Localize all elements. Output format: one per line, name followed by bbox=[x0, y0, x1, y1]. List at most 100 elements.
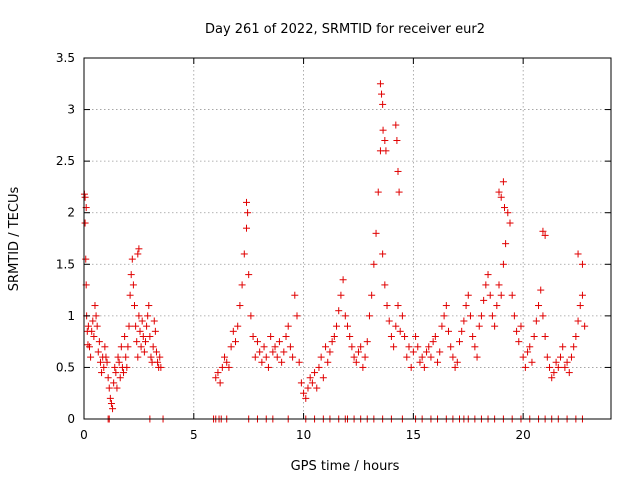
data-point bbox=[508, 291, 516, 299]
data-point bbox=[438, 322, 446, 330]
data-point bbox=[141, 338, 149, 346]
data-point bbox=[89, 317, 97, 325]
data-point bbox=[138, 317, 146, 325]
data-point bbox=[563, 358, 571, 366]
data-point bbox=[328, 338, 336, 346]
data-point bbox=[526, 343, 534, 351]
data-point bbox=[81, 219, 89, 227]
data-point bbox=[223, 358, 231, 366]
data-point bbox=[517, 322, 525, 330]
data-point bbox=[374, 188, 382, 196]
data-point bbox=[251, 353, 259, 361]
data-point bbox=[131, 302, 139, 310]
data-point bbox=[521, 363, 529, 371]
data-point bbox=[98, 369, 106, 377]
data-point bbox=[154, 358, 162, 366]
data-point bbox=[112, 369, 120, 377]
data-point bbox=[289, 353, 297, 361]
data-point bbox=[157, 363, 165, 371]
data-point bbox=[495, 281, 503, 289]
data-point bbox=[357, 343, 365, 351]
data-point bbox=[134, 353, 142, 361]
data-point bbox=[387, 332, 395, 340]
data-point bbox=[434, 358, 442, 366]
data-point bbox=[216, 379, 224, 387]
data-point bbox=[469, 332, 477, 340]
data-point bbox=[262, 353, 270, 361]
data-point bbox=[253, 338, 261, 346]
data-point bbox=[302, 394, 310, 402]
data-point bbox=[453, 358, 461, 366]
data-point bbox=[445, 327, 453, 335]
data-point bbox=[361, 353, 369, 361]
data-point bbox=[116, 374, 124, 382]
data-point bbox=[537, 286, 545, 294]
data-point bbox=[530, 332, 538, 340]
data-point bbox=[499, 260, 507, 268]
data-point bbox=[395, 188, 403, 196]
data-point bbox=[117, 343, 125, 351]
data-point bbox=[137, 343, 145, 351]
data-point bbox=[107, 400, 115, 408]
data-point bbox=[297, 379, 305, 387]
data-point bbox=[126, 291, 134, 299]
data-point bbox=[151, 327, 159, 335]
x-tick-label: 15 bbox=[406, 428, 421, 442]
data-point bbox=[267, 332, 275, 340]
data-point bbox=[574, 250, 582, 258]
data-point bbox=[300, 389, 308, 397]
data-point bbox=[238, 281, 246, 289]
data-point bbox=[258, 358, 266, 366]
data-point bbox=[106, 394, 114, 402]
data-point bbox=[412, 332, 420, 340]
data-point bbox=[125, 322, 133, 330]
data-point bbox=[396, 327, 404, 335]
data-point bbox=[101, 343, 109, 351]
data-point bbox=[541, 231, 549, 239]
data-point bbox=[539, 312, 547, 320]
data-point bbox=[383, 302, 391, 310]
data-point bbox=[214, 369, 222, 377]
data-point bbox=[326, 348, 334, 356]
data-point bbox=[501, 204, 509, 212]
data-point bbox=[506, 219, 514, 227]
data-point bbox=[504, 209, 512, 217]
data-point bbox=[394, 302, 402, 310]
data-point bbox=[322, 343, 330, 351]
x-tick-label: 10 bbox=[296, 428, 311, 442]
data-point bbox=[133, 338, 141, 346]
data-point bbox=[244, 209, 252, 217]
data-point bbox=[394, 167, 402, 175]
data-point bbox=[379, 100, 387, 108]
data-point bbox=[546, 363, 554, 371]
data-point bbox=[449, 353, 457, 361]
data-point bbox=[464, 291, 472, 299]
data-point bbox=[100, 363, 108, 371]
data-point bbox=[460, 317, 468, 325]
data-point bbox=[85, 343, 93, 351]
data-point bbox=[150, 317, 158, 325]
data-point bbox=[392, 121, 400, 129]
data-point bbox=[122, 353, 130, 361]
data-point bbox=[466, 312, 474, 320]
data-point bbox=[84, 322, 92, 330]
data-point bbox=[245, 271, 253, 279]
data-point bbox=[127, 271, 135, 279]
data-point bbox=[440, 312, 448, 320]
data-point bbox=[499, 178, 507, 186]
data-point bbox=[341, 312, 349, 320]
data-point bbox=[260, 343, 268, 351]
y-tick-label: 3 bbox=[67, 103, 75, 117]
data-point bbox=[572, 332, 580, 340]
data-point bbox=[359, 363, 367, 371]
data-point bbox=[121, 332, 129, 340]
data-points bbox=[80, 80, 589, 423]
data-point bbox=[311, 369, 319, 377]
data-point bbox=[471, 343, 479, 351]
data-point bbox=[528, 358, 536, 366]
data-point bbox=[420, 363, 428, 371]
data-point bbox=[120, 369, 128, 377]
data-point bbox=[532, 317, 540, 325]
data-point bbox=[333, 322, 341, 330]
